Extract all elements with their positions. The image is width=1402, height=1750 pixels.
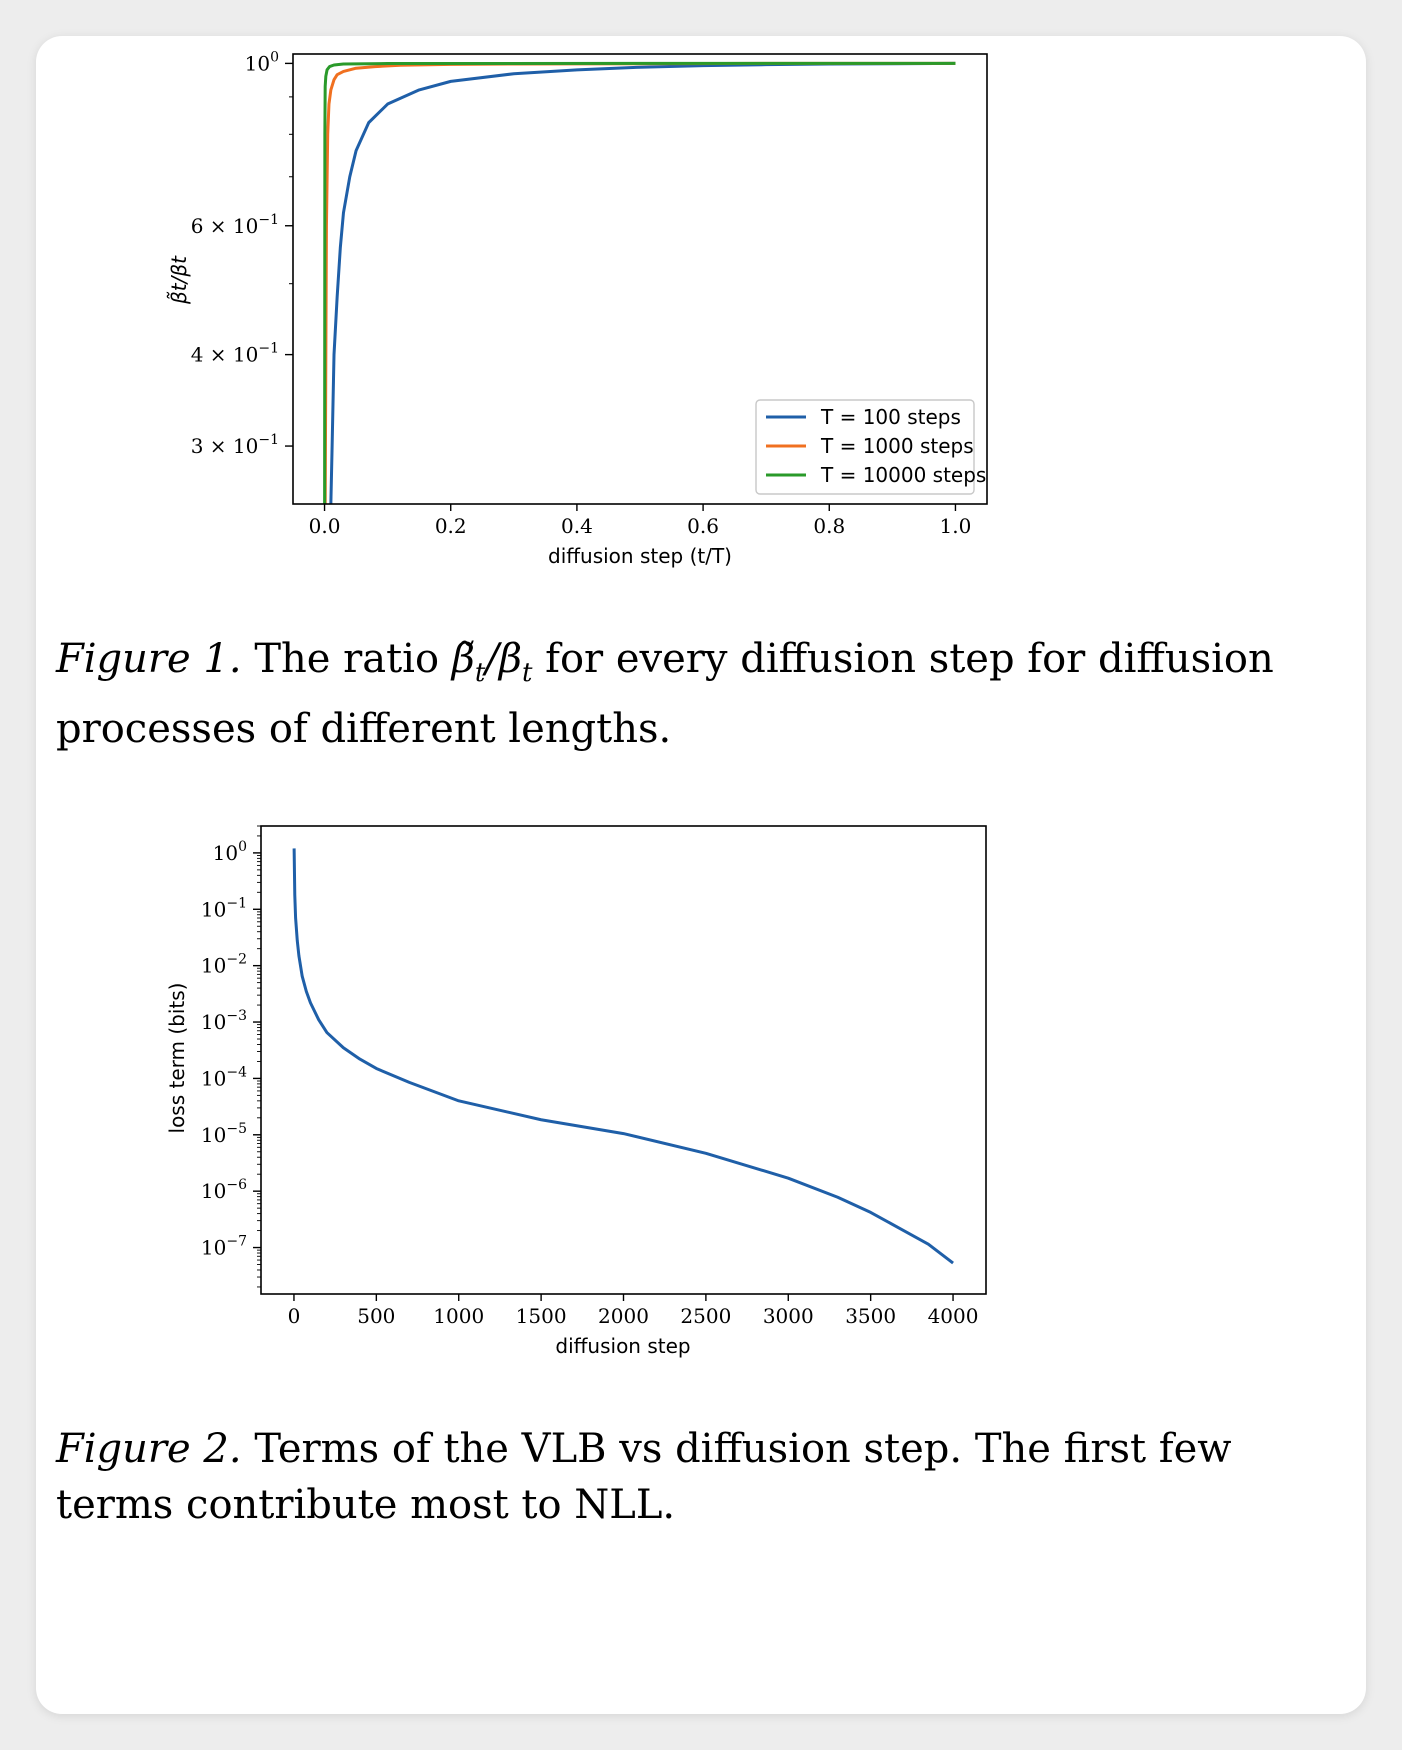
chart-1-x-axis-label: diffusion step (t/T) <box>548 544 732 568</box>
chart-2-x-tick-label: 0 <box>288 1304 301 1328</box>
chart-2-x-tick-label: 1500 <box>516 1304 567 1328</box>
chart-2-x-tick-label: 3000 <box>763 1304 814 1328</box>
chart-2-x-tick-label: 4000 <box>928 1304 979 1328</box>
chart-1-x-tick-label: 0.8 <box>813 514 845 538</box>
chart-2-x-tick-label: 2000 <box>598 1304 649 1328</box>
chart-2-y-tick-label: 10−2 <box>201 952 247 978</box>
chart-2-y-tick-label: 10−5 <box>201 1121 247 1147</box>
series-line-loss <box>292 848 954 1265</box>
chart-1-x-tick-label: 0.4 <box>561 514 593 538</box>
chart-1-y-axis-label: β̃t/βt <box>166 255 191 305</box>
figure-1-caption-math: β̃t/βt <box>451 636 533 688</box>
figure-2-caption-text: Terms of the VLB vs diffusion step. The … <box>56 1426 1232 1528</box>
chart-2-x-axis-label: diffusion step <box>555 1334 690 1358</box>
chart-2-x-tick-label: 500 <box>357 1304 395 1328</box>
figure-1-caption-text-post: for every diffusion step for diffusion p… <box>56 636 1274 752</box>
chart-1-y-tick-label: 6 × 10−1 <box>191 212 279 238</box>
chart-1-axes-frame <box>292 53 988 505</box>
chart-2-x-tick-label: 3500 <box>845 1304 896 1328</box>
figure-2-label: Figure 2. <box>56 1426 242 1472</box>
figure-2-caption: Figure 2. Terms of the VLB vs diffusion … <box>56 1421 1296 1533</box>
figure-1-caption-text-pre: The ratio <box>254 636 440 682</box>
chart-1-x-tick-label: 1.0 <box>940 514 972 538</box>
chart-1: 0.0 0.2 0.4 0.6 0.8 1.0 100 6 × 10−1 4 × 10−1 3 ×… <box>166 49 988 568</box>
chart-1-y-tick-label: 4 × 10−1 <box>191 341 279 367</box>
chart-2-y-axis-label: loss term (bits) <box>165 983 189 1134</box>
chart-1-legend: T = 100 steps T = 1000 steps T = 10000 s… <box>755 399 986 495</box>
legend-label-t10000: T = 10000 steps <box>820 463 986 487</box>
chart-2-axes-frame <box>260 825 987 1295</box>
chart-2-y-tick-label: 10−6 <box>201 1177 247 1203</box>
chart-2-y-tick-label: 10−1 <box>201 895 247 921</box>
chart-2-y-tick-label: 10−7 <box>201 1234 247 1260</box>
chart-1-x-tick-label: 0.2 <box>435 514 467 538</box>
chart-1-y-tick-label: 3 × 10−1 <box>191 432 279 458</box>
chart-2-y-tick-label: 10−4 <box>201 1064 247 1090</box>
chart-1-x-tick-label: 0.6 <box>687 514 719 538</box>
chart-1-x-tick-label: 0.0 <box>309 514 341 538</box>
legend-label-t100: T = 100 steps <box>820 405 961 429</box>
chart-1-y-tick-label: 100 <box>245 49 279 75</box>
chart-2-y-tick-label: 100 <box>213 839 247 865</box>
legend-box <box>755 399 975 495</box>
chart-2-y-tick-label: 10−3 <box>201 1008 247 1034</box>
chart-2-x-tick-label: 1000 <box>433 1304 484 1328</box>
chart-2: 0 500 1000 1500 2000 2500 3000 3500 4000 100 10−1 1… <box>165 825 987 1358</box>
figure-1-caption: Figure 1. The ratio β̃t/βt for every dif… <box>56 631 1296 757</box>
legend-label-t1000: T = 1000 steps <box>820 434 974 458</box>
chart-2-x-tick-label: 2500 <box>680 1304 731 1328</box>
figure-card: 0.0 0.2 0.4 0.6 0.8 1.0 100 6 × 10−1 4 × 10−1 3 ×… <box>36 36 1366 1714</box>
series-line-t10000 <box>323 61 956 505</box>
figure-1-label: Figure 1. <box>56 636 242 682</box>
